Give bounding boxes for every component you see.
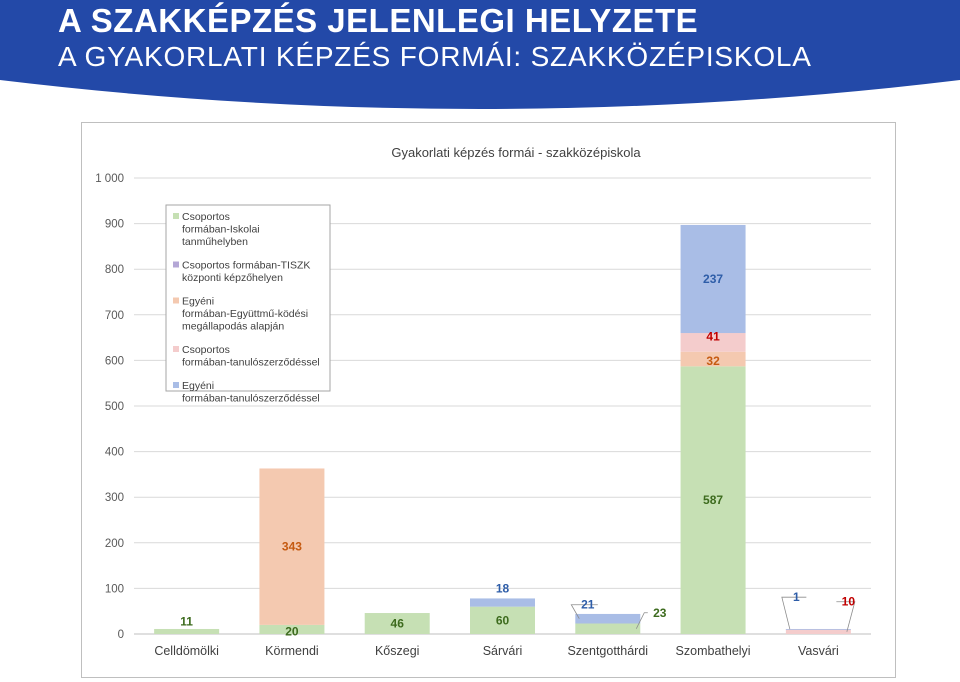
bars (154, 224, 851, 634)
data-label: 20 (285, 624, 299, 638)
slide-subtitle: A GYAKORLATI KÉPZÉS FORMÁI: SZAKKÖZÉPISK… (58, 41, 812, 72)
bar-segment (259, 468, 325, 625)
data-label: 60 (496, 613, 510, 627)
legend-swatch (173, 297, 179, 304)
label-leader-line (781, 596, 807, 630)
y-tick-label: 700 (105, 310, 124, 322)
legend-swatch (173, 213, 179, 219)
legend-box (165, 204, 331, 392)
bar-segment (575, 623, 641, 634)
data-label: 21 (581, 598, 595, 612)
x-tick-label: Szombathelyi (676, 644, 751, 658)
data-labels: 11 20 343 46 60 18 21 23 587 32 41 237 1 10 (180, 272, 856, 638)
label-leader-line (836, 601, 856, 632)
legend-label: Csoportos formában-Iskolai tanműhelyben (182, 211, 260, 248)
y-tick-label: 800 (105, 264, 124, 276)
data-label: 46 (391, 617, 405, 631)
bar-segment (680, 366, 746, 634)
bar-segment (470, 598, 535, 607)
data-label: 32 (706, 354, 720, 368)
y-tick-label: 500 (105, 401, 124, 413)
stacked-bar-chart: Gyakorlati képzés formái - szakközépisko… (95, 145, 871, 658)
legend-label: Csoportos formában-TISZK központi képzőhe… (182, 260, 310, 285)
data-label: 587 (703, 493, 723, 507)
legend-label: Csoportos formában-tanulószerződéssel (182, 344, 320, 369)
legend-swatch (173, 346, 179, 352)
bar-segment (785, 629, 851, 634)
label-leader-line (635, 612, 648, 629)
bar-segment (680, 333, 746, 352)
y-tick-label: 0 (118, 629, 124, 641)
data-label: 343 (282, 540, 302, 554)
chart-frame: Gyakorlati képzés formái - szakközépisko… (81, 122, 896, 678)
bar-segment (575, 613, 641, 624)
legend-swatch (173, 261, 179, 268)
x-tick-label: Celldömölki (154, 644, 219, 658)
x-tick-label: Körmendi (265, 644, 319, 658)
data-label: 23 (653, 606, 667, 620)
legend-label: Egyéni formában-Együttmű-ködési megállapod… (182, 296, 308, 333)
data-label: 10 (842, 595, 856, 609)
y-tick-label: 300 (105, 492, 124, 504)
label-leader-line (570, 604, 598, 619)
y-tick-label: 1 000 (95, 173, 124, 185)
x-tick-label: Kőszegi (375, 644, 419, 658)
data-label: 1 (793, 590, 800, 604)
y-tick-label: 100 (105, 583, 124, 595)
x-tick-label: Sárvári (483, 644, 523, 658)
x-tick-label: Szentgotthárdi (567, 644, 648, 658)
bar-segment (680, 351, 746, 367)
title-banner (0, 0, 960, 109)
x-axis-ticks: Celldömölki Körmendi Kőszegi Sárvári Szentgo… (154, 644, 838, 658)
legend-label: Egyéni formában-tanulószerződéssel (182, 380, 320, 405)
bar-segment (785, 628, 851, 630)
bar-segment (364, 613, 430, 634)
slide-title: A SZAKKÉPZÉS JELENLEGI HELYZETE (58, 2, 699, 39)
bar-segment (470, 606, 535, 634)
x-tick-label: Vasvári (798, 644, 839, 658)
y-tick-label: 400 (105, 447, 124, 459)
chart-title: Gyakorlati képzés formái - szakközépisko… (391, 145, 641, 160)
data-label: 18 (496, 582, 510, 596)
bar-segment (154, 628, 220, 634)
legend-swatch (173, 382, 179, 388)
data-label: 237 (703, 272, 723, 286)
y-tick-label: 900 (105, 219, 124, 231)
data-label: 41 (706, 329, 720, 343)
legend: Csoportos formában-Iskolai tanműhelyben Cso… (165, 204, 331, 405)
y-axis-ticks: 0 100 200 300 400 500 600 700 800 900 1 000 (95, 173, 124, 641)
banner-shape (0, 0, 960, 109)
y-tick-label: 200 (105, 538, 124, 550)
bar-segment (259, 624, 325, 634)
data-label: 11 (180, 614, 193, 628)
bar-segment (680, 224, 746, 334)
y-tick-label: 600 (105, 355, 124, 367)
